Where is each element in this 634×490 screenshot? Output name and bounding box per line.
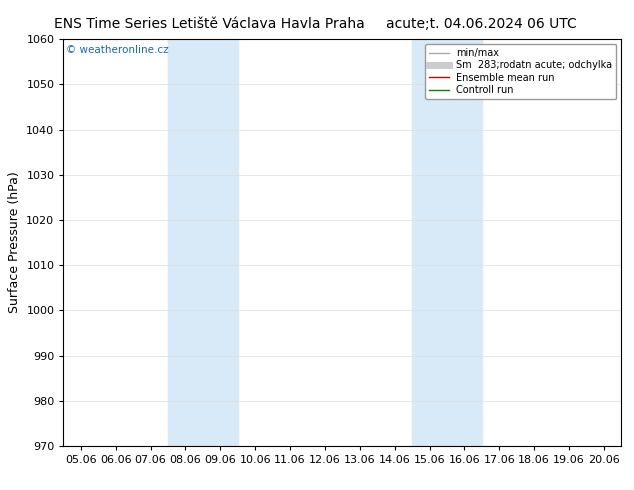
Y-axis label: Surface Pressure (hPa): Surface Pressure (hPa) xyxy=(8,172,21,314)
Text: ENS Time Series Letiště Václava Havla Praha: ENS Time Series Letiště Václava Havla Pr… xyxy=(54,17,365,31)
Bar xyxy=(168,39,238,446)
Bar xyxy=(412,39,482,446)
Text: © weatheronline.cz: © weatheronline.cz xyxy=(66,45,169,55)
Legend: min/max, Sm  283;rodatn acute; odchylka, Ensemble mean run, Controll run: min/max, Sm 283;rodatn acute; odchylka, … xyxy=(425,44,616,99)
Text: acute;t. 04.06.2024 06 UTC: acute;t. 04.06.2024 06 UTC xyxy=(387,17,577,31)
